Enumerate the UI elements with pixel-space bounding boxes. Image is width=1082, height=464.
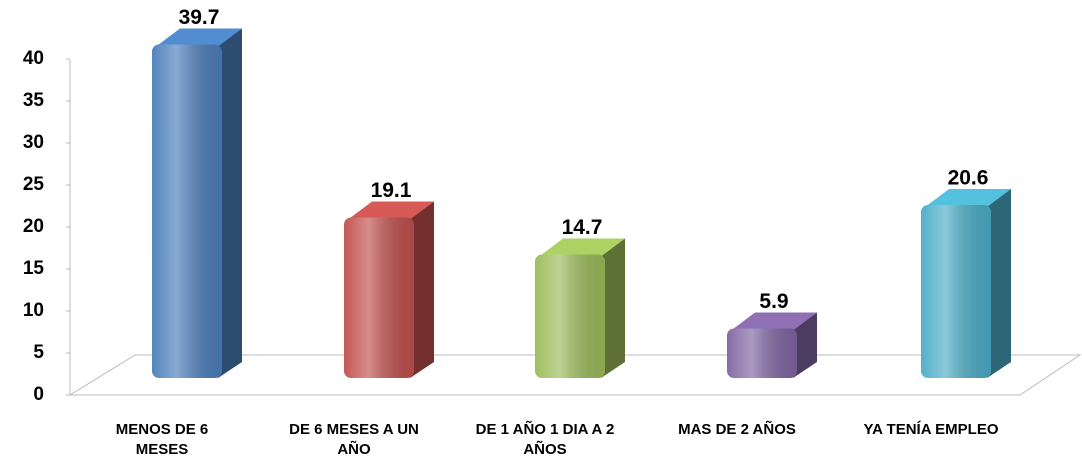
bar-top: [156, 28, 242, 47]
x-tick-label: DE 6 MESES A UN AÑO: [289, 421, 419, 458]
y-tick-label: 10: [23, 300, 44, 321]
bar-side: [410, 201, 434, 378]
value-label: 20.6: [948, 167, 989, 190]
x-tick-label: YA TENÍA EMPLEO: [863, 421, 999, 438]
y-tick-label: 5: [33, 342, 44, 363]
bar-top: [925, 188, 1011, 207]
y-tick-label: 35: [23, 90, 45, 111]
bar-side: [601, 238, 625, 378]
y-tick-label: 20: [23, 216, 44, 237]
bar: [535, 238, 625, 378]
bar-shine: [921, 204, 991, 378]
value-label: 19.1: [371, 179, 412, 202]
y-tick-label: 0: [33, 384, 44, 405]
bar: [921, 188, 1011, 378]
bar-top: [539, 238, 625, 257]
bar: [344, 201, 434, 378]
bar: [152, 28, 242, 379]
floor: [68, 354, 1082, 396]
x-tick-label: MAS DE 2 AÑOS: [678, 421, 796, 438]
x-tick-label: DE 1 AÑO 1 DIA A 2 AÑOS: [475, 421, 615, 458]
bar-shine: [152, 44, 222, 379]
value-label: 5.9: [759, 290, 788, 313]
value-label: 14.7: [562, 216, 603, 239]
bar-side: [218, 28, 242, 379]
bar-shine: [727, 328, 797, 378]
x-tick-label: MENOS DE 6 MESES: [115, 421, 209, 458]
bar-shine: [344, 217, 414, 378]
bar-shine: [535, 254, 605, 378]
bar-side: [793, 312, 817, 378]
bar-side: [987, 188, 1011, 378]
y-tick-label: 25: [23, 174, 45, 195]
bar-top: [731, 312, 817, 331]
y-tick-label: 15: [23, 258, 45, 279]
bar-top: [348, 201, 434, 220]
value-label: 39.7: [179, 6, 220, 29]
y-tick-label: 30: [23, 132, 44, 153]
bar: [727, 312, 817, 378]
y-tick-label: 40: [23, 48, 44, 69]
